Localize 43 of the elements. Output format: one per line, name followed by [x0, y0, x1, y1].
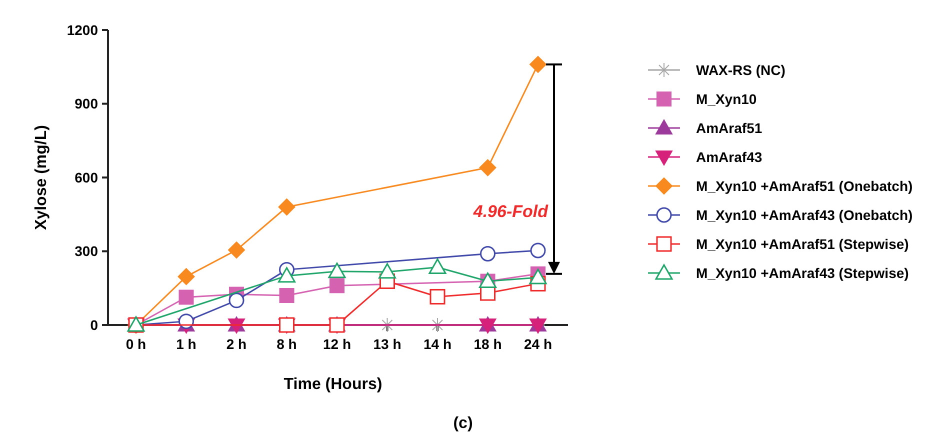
legend-label: WAX-RS (NC) — [696, 62, 786, 78]
point — [428, 258, 446, 274]
point — [330, 278, 344, 294]
x-tick-label: 24 h — [524, 336, 552, 352]
y-axis-title: Xylose (mg/L) — [33, 125, 50, 230]
text: (c) — [453, 415, 473, 432]
point — [328, 262, 346, 278]
y-tick-label: 0 — [90, 316, 98, 333]
point — [228, 292, 244, 308]
point — [278, 267, 296, 283]
x-tick-label: 2 h — [226, 336, 247, 352]
legend-label: AmAraf51 — [696, 120, 762, 136]
x-tick-label: 18 h — [474, 336, 502, 352]
y-tick-label: 300 — [74, 243, 98, 260]
point — [480, 246, 496, 262]
point — [530, 56, 546, 73]
legend-label: M_Xyn10 +AmAraf43 (Onebatch) — [696, 206, 913, 223]
point — [529, 268, 547, 284]
point — [278, 198, 296, 216]
y-tick-label: 900 — [74, 96, 98, 112]
legend-label: M_Xyn10 +AmAraf43 (Stepwise) — [696, 264, 909, 281]
point — [279, 288, 294, 303]
point — [178, 290, 194, 305]
x-axis-title: Time (Hours) — [284, 376, 382, 393]
x-tick-label: 14 h — [423, 336, 452, 352]
point — [378, 263, 396, 279]
x-tick-label: 0 h — [126, 336, 146, 352]
y-tick-label: 1200 — [66, 22, 98, 38]
x-tick-label: 13 h — [373, 336, 402, 352]
point — [228, 242, 245, 259]
point — [430, 318, 445, 332]
annotation: 4.96-Fold — [472, 202, 549, 222]
legend-label: M_Xyn10 — [696, 90, 757, 107]
point — [479, 159, 496, 176]
legend-label: M_Xyn10 +AmAraf51 (Stepwise) — [696, 236, 909, 252]
legend-label: M_Xyn10 +AmAraf51 (Onebatch) — [696, 178, 913, 194]
point — [530, 242, 546, 258]
point — [178, 268, 195, 286]
x-tick-label: 8 h — [276, 336, 297, 352]
x-tick-label: 1 h — [176, 336, 196, 352]
x-tick-label: 12 h — [322, 336, 352, 352]
y-tick-label: 600 — [74, 169, 98, 186]
legend-label: AmAraf43 — [696, 148, 762, 165]
